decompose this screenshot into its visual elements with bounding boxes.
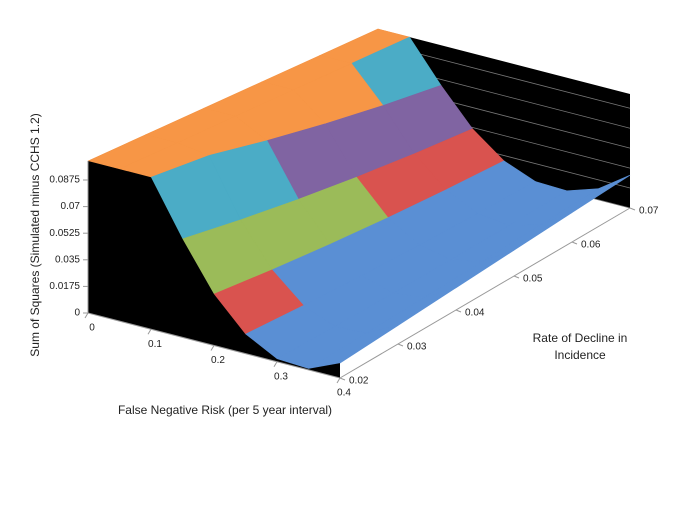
z-tick-label: 0.035 [55,254,80,265]
x-tick-label: 0 [89,323,95,334]
z-tick-label: 0.0525 [49,228,80,239]
z-tick-label: 0.0175 [49,281,80,292]
x-tick [211,346,214,351]
x-tick-label: 0.3 [274,371,288,382]
z-axis-title: Sum of Squares (Simulated minus CCHS 1.2… [28,105,42,365]
x-tick-label: 0.1 [148,339,162,350]
y-tick [340,378,345,380]
z-tick-label: 0.07 [61,201,81,212]
x-tick-label: 0.2 [211,355,225,366]
x-tick [274,362,277,367]
y-tick [630,208,635,210]
y-tick-label: 0.04 [465,308,485,319]
y-axis-title: Rate of Decline in Incidence [520,330,640,364]
y-tick [572,242,577,244]
y-tick [514,276,519,278]
x-tick [148,329,151,334]
y-tick-label: 0.03 [407,342,427,353]
x-tick-label: 0.4 [337,388,351,399]
y-tick [456,310,461,312]
z-tick-label: 0.0875 [49,175,80,186]
x-tick [337,378,340,383]
y-tick-label: 0.02 [349,376,369,387]
y-tick-label: 0.07 [639,206,659,217]
x-tick [85,313,88,318]
y-tick [398,344,403,346]
x-axis-title: False Negative Risk (per 5 year interval… [110,403,340,417]
y-tick-label: 0.06 [581,240,601,251]
z-tick-label: 0 [74,308,80,319]
y-tick-label: 0.05 [523,274,543,285]
